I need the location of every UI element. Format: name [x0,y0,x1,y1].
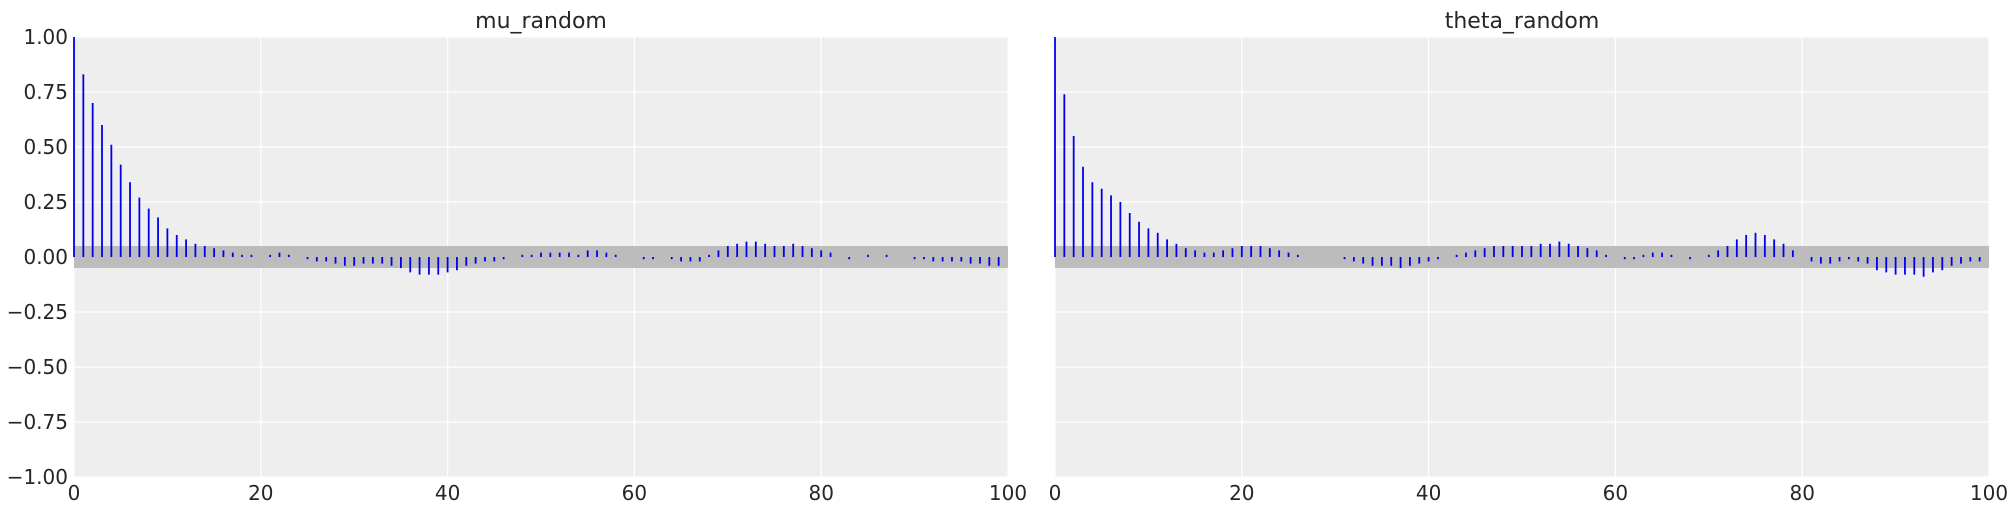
y-tick-label: −0.50 [7,355,68,379]
y-tick-label: 0.00 [23,245,68,269]
y-tick-label: −1.00 [7,465,68,489]
acf-panel-theta-random: 0 20 40 60 80 100 theta_random [1049,9,2008,505]
x-tick-label: 60 [622,481,647,505]
x-tick-label: 40 [435,481,460,505]
y-tick-label: 1.00 [23,25,68,49]
y-tick-label: 0.25 [23,190,68,214]
x-tick-label: 80 [1789,481,1814,505]
panel-title: mu_random [475,9,607,34]
panel-title: theta_random [1445,9,1600,34]
acf-panel-mu-random: 0 20 40 60 80 100 1.00 0.75 0.50 0.25 0.00 −0.25 −0… [7,9,1027,505]
x-tick-label: 60 [1603,481,1628,505]
y-tick-label: 0.50 [23,135,68,159]
y-tick-label: −0.75 [7,410,68,434]
x-tick-labels: 0 20 40 60 80 100 [1049,481,2008,505]
acf-stems [73,37,1000,275]
acf-stems [1054,37,1981,277]
x-tick-label: 0 [1049,481,1062,505]
x-tick-label: 40 [1416,481,1441,505]
x-tick-label: 20 [1229,481,1254,505]
x-tick-label: 20 [248,481,273,505]
x-tick-labels: 0 20 40 60 80 100 [68,481,1027,505]
y-tick-label: 0.75 [23,80,68,104]
x-tick-label: 100 [989,481,1027,505]
x-tick-label: 0 [68,481,81,505]
y-tick-labels: 1.00 0.75 0.50 0.25 0.00 −0.25 −0.50 −0.75 −1.00 [7,25,68,489]
x-tick-label: 80 [808,481,833,505]
y-tick-label: −0.25 [7,300,68,324]
x-tick-label: 100 [1970,481,2008,505]
